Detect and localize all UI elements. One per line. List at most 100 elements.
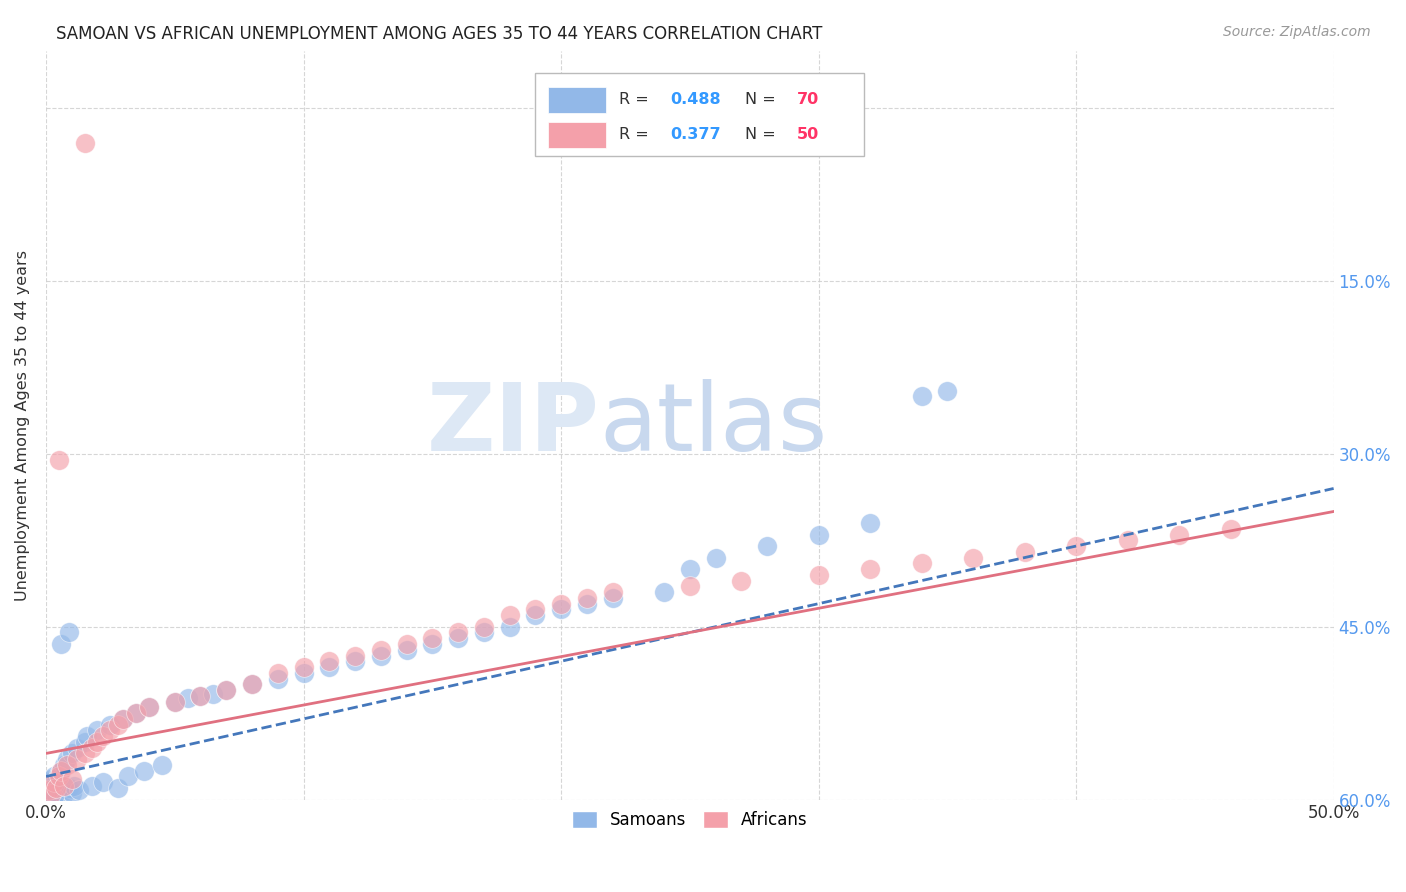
Point <box>550 597 572 611</box>
Y-axis label: Unemployment Among Ages 35 to 44 years: Unemployment Among Ages 35 to 44 years <box>15 250 30 600</box>
Point <box>86 723 108 738</box>
Point <box>38 775 60 789</box>
Point <box>524 608 547 623</box>
Point <box>48 790 70 805</box>
Point <box>53 758 76 772</box>
Point <box>267 665 290 680</box>
Point <box>472 625 495 640</box>
Point <box>370 642 392 657</box>
Point <box>859 562 882 576</box>
Point <box>86 735 108 749</box>
Point <box>602 585 624 599</box>
Point <box>910 557 932 571</box>
Point <box>575 591 598 605</box>
Point <box>292 660 315 674</box>
Point <box>163 695 186 709</box>
Point <box>395 637 418 651</box>
Point <box>1014 545 1036 559</box>
Point <box>679 562 702 576</box>
Point <box>107 780 129 795</box>
Point <box>420 632 443 646</box>
Point <box>51 764 73 778</box>
Point <box>318 654 340 668</box>
Point <box>73 735 96 749</box>
Point <box>42 786 65 800</box>
Point <box>55 752 77 766</box>
Point <box>91 775 114 789</box>
Point <box>215 683 238 698</box>
Point <box>76 729 98 743</box>
Point <box>45 788 67 802</box>
Point <box>125 706 148 720</box>
Point <box>343 648 366 663</box>
Point <box>63 779 86 793</box>
Point <box>39 787 62 801</box>
Point <box>55 783 77 797</box>
Point <box>240 677 263 691</box>
Point <box>73 136 96 150</box>
Point <box>69 783 91 797</box>
Text: atlas: atlas <box>600 379 828 471</box>
Point <box>150 758 173 772</box>
FancyBboxPatch shape <box>548 122 606 148</box>
Point <box>138 700 160 714</box>
Point <box>859 516 882 530</box>
Point <box>202 687 225 701</box>
Point <box>575 597 598 611</box>
Point <box>679 579 702 593</box>
Point <box>98 723 121 738</box>
Point <box>42 769 65 783</box>
Point <box>82 740 104 755</box>
Point <box>292 665 315 680</box>
Point <box>447 625 470 640</box>
FancyBboxPatch shape <box>536 73 863 155</box>
Point <box>318 660 340 674</box>
Point <box>117 769 139 783</box>
Legend: Samoans, Africans: Samoans, Africans <box>565 805 814 836</box>
Point <box>1168 527 1191 541</box>
Point <box>602 591 624 605</box>
Point <box>39 780 62 795</box>
Text: R =: R = <box>619 92 654 107</box>
Point <box>42 779 65 793</box>
Text: Source: ZipAtlas.com: Source: ZipAtlas.com <box>1223 25 1371 39</box>
Point <box>60 786 83 800</box>
Point <box>138 700 160 714</box>
Point <box>112 712 135 726</box>
Point <box>730 574 752 588</box>
Point <box>55 758 77 772</box>
Point <box>240 677 263 691</box>
Point <box>38 787 60 801</box>
Point <box>652 585 675 599</box>
Point <box>1219 522 1241 536</box>
Point <box>38 783 60 797</box>
Point <box>936 384 959 398</box>
Point <box>58 780 80 795</box>
Point <box>215 683 238 698</box>
Text: SAMOAN VS AFRICAN UNEMPLOYMENT AMONG AGES 35 TO 44 YEARS CORRELATION CHART: SAMOAN VS AFRICAN UNEMPLOYMENT AMONG AGE… <box>56 25 823 43</box>
Point <box>176 691 198 706</box>
Point <box>42 775 65 789</box>
Point <box>66 752 89 766</box>
Point <box>807 567 830 582</box>
Point <box>132 764 155 778</box>
Point <box>807 527 830 541</box>
Point <box>82 779 104 793</box>
Point <box>48 767 70 781</box>
Point <box>53 779 76 793</box>
Point <box>190 689 212 703</box>
Point <box>48 782 70 797</box>
Text: R =: R = <box>619 127 654 142</box>
Point <box>39 772 62 786</box>
Point <box>48 769 70 783</box>
Point <box>58 625 80 640</box>
Point <box>53 787 76 801</box>
Point <box>343 654 366 668</box>
Point <box>163 695 186 709</box>
Point <box>498 608 520 623</box>
Point <box>73 747 96 761</box>
Text: ZIP: ZIP <box>427 379 600 471</box>
Point <box>447 632 470 646</box>
Point <box>107 717 129 731</box>
Point <box>1064 539 1087 553</box>
